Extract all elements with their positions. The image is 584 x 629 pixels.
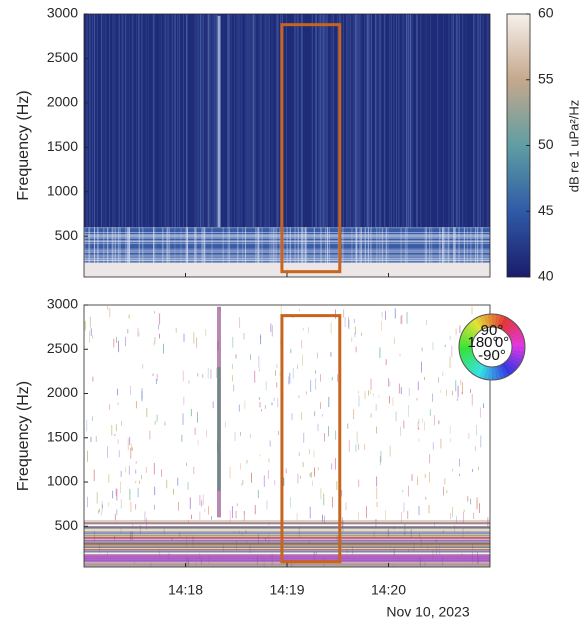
- phase-wheel: [506, 359, 519, 371]
- phase-wheel: [461, 330, 475, 340]
- phase-wheel: [460, 334, 474, 342]
- highlight-box: [280, 314, 342, 564]
- phase-wheel: [497, 365, 505, 379]
- spectrogram-image: [84, 14, 490, 277]
- y-tick-label: 2500: [47, 340, 78, 356]
- phase-wheel: [509, 330, 523, 340]
- spectrogram-image: [84, 305, 490, 567]
- phase-wheel: [487, 314, 492, 328]
- phase-label: 0°: [495, 334, 509, 351]
- phase-wheel: [463, 357, 477, 368]
- y-axis-label: Frequency (Hz): [15, 381, 32, 491]
- phase-wheel-center: [471, 326, 513, 368]
- phase-wheel: [468, 320, 480, 333]
- y-tick-label: 2000: [47, 384, 78, 400]
- y-tick-label: 500: [55, 227, 79, 243]
- phase-wheel: [492, 366, 497, 380]
- colorbar-label: dB re 1 uPa²/Hz: [566, 100, 581, 193]
- phase-label: -90°: [478, 347, 506, 364]
- phase-wheel: [475, 364, 485, 378]
- band: [84, 554, 490, 563]
- phase-wheel: [459, 347, 473, 352]
- phase-wheel: [475, 316, 485, 330]
- phase-wheel: [487, 366, 493, 380]
- phase-wheel: [491, 314, 497, 328]
- colorbar-tick-label: 45: [538, 202, 554, 218]
- phase-label: 180°: [467, 334, 498, 351]
- phase-wheel: [465, 323, 478, 335]
- x-axis-label: Nov 10, 2023: [386, 604, 469, 620]
- colorbar-tick-label: 50: [538, 136, 554, 152]
- highlight-box: [280, 23, 342, 274]
- phase-wheel: [497, 315, 505, 329]
- phase-wheel: [510, 352, 524, 360]
- y-tick-label: 3000: [47, 296, 78, 312]
- phase-wheel: [494, 314, 501, 328]
- phase-wheel: [463, 326, 477, 338]
- phase-wheel: [471, 362, 483, 376]
- phase-wheel: [461, 354, 475, 364]
- phase-wheel: [459, 342, 473, 348]
- phase-wheel: [504, 320, 516, 333]
- phase-wheel: [459, 338, 473, 345]
- phase-wheel: [483, 314, 490, 328]
- colorbar-tick-label: 55: [538, 70, 554, 86]
- colorbar-tick-label: 60: [538, 5, 554, 21]
- x-tick-label: 14:20: [371, 582, 406, 598]
- phase-wheel: [479, 365, 487, 379]
- phase-wheel: [511, 346, 525, 352]
- y-tick-label: 3000: [47, 5, 78, 21]
- y-tick-label: 1000: [47, 473, 78, 489]
- phase-wheel: [471, 318, 482, 332]
- phase-wheel-edge: [458, 313, 526, 381]
- phase-wheel: [502, 362, 513, 376]
- y-tick-label: 500: [55, 517, 79, 533]
- phase-wheel: [511, 338, 525, 345]
- y-tick-label: 1500: [47, 138, 78, 154]
- phase-wheel: [468, 361, 480, 374]
- phase-wheel: [494, 366, 501, 380]
- phase-wheel: [504, 361, 516, 374]
- phase-wheel: [507, 356, 521, 368]
- phase-wheel: [501, 318, 513, 332]
- phase-wheel: [510, 334, 524, 342]
- y-tick-label: 2500: [47, 49, 78, 65]
- phase-wheel: [507, 326, 521, 337]
- phase-wheel: [511, 342, 525, 347]
- phase-wheel: [483, 366, 490, 380]
- x-tick-label: 14:19: [269, 582, 304, 598]
- y-tick-label: 2000: [47, 94, 78, 110]
- phase-wheel: [509, 354, 523, 364]
- x-tick-label: 14:18: [168, 582, 203, 598]
- colorbar-tick-label: 40: [538, 268, 554, 284]
- phase-wheel: [511, 349, 525, 356]
- y-tick-label: 1500: [47, 428, 78, 444]
- phase-wheel: [499, 364, 509, 378]
- phase-wheel: [465, 359, 478, 371]
- phase-wheel: [479, 315, 487, 329]
- phase-wheel: [459, 349, 473, 356]
- phase-wheel: [506, 323, 519, 335]
- phase-wheel: [460, 352, 474, 360]
- phase-label: 90°: [481, 322, 504, 339]
- y-tick-label: 1000: [47, 182, 78, 198]
- phase-wheel: [499, 316, 509, 330]
- y-axis-label: Frequency (Hz): [15, 90, 32, 200]
